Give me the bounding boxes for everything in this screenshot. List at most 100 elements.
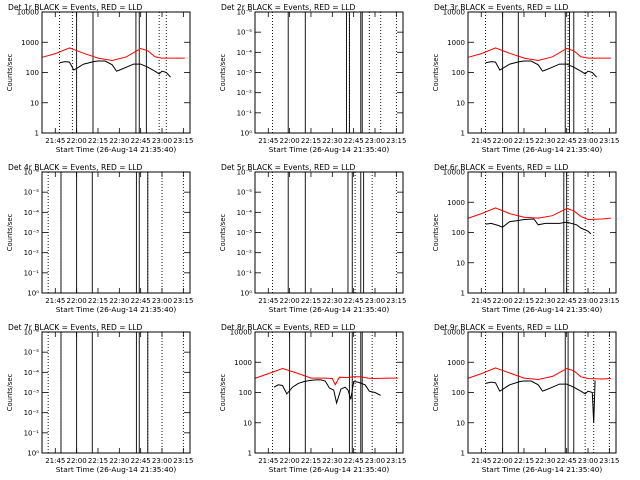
panel-9: Det 9r BLACK = Events, RED = LLD Start Ti… <box>432 323 619 474</box>
x-tick-label: 22:00 <box>280 297 300 305</box>
y-tick-label: 1000 <box>21 39 39 47</box>
x-axis-label: Start Time (26-Aug-14 21:35:40) <box>269 465 390 474</box>
x-tick-label: 22:45 <box>131 137 151 145</box>
y-tick-label: 10000 <box>17 9 39 17</box>
y-tick-label: 10⁻² <box>24 249 40 257</box>
y-tick-label: 10⁻⁶ <box>237 9 253 17</box>
x-tick-label: 22:00 <box>67 297 87 305</box>
x-tick-label: 21:45 <box>45 297 65 305</box>
x-tick-label: 21:45 <box>471 137 491 145</box>
x-tick-label: 22:00 <box>280 457 300 465</box>
events-series-line <box>485 60 597 78</box>
y-tick-label: 10⁻⁵ <box>24 349 40 357</box>
y-tick-label: 10⁻³ <box>24 229 40 237</box>
x-tick-label: 23:00 <box>578 457 598 465</box>
y-tick-label: 10⁻² <box>237 89 253 97</box>
y-axis-label: Counts/sec <box>432 374 440 412</box>
y-tick-label: 1 <box>248 450 252 458</box>
y-tick-label: 1 <box>35 130 39 138</box>
x-axis-label: Start Time (26-Aug-14 21:35:40) <box>269 305 390 314</box>
events-series-line <box>485 380 596 423</box>
panel-3: Det 3r BLACK = Events, RED = LLD Start Ti… <box>432 3 619 154</box>
y-tick-label: 10⁰ <box>27 450 39 458</box>
x-tick-label: 22:15 <box>514 297 534 305</box>
x-tick-label: 22:30 <box>322 297 342 305</box>
plot-frame <box>254 171 404 294</box>
lld-series-line <box>255 367 398 386</box>
x-tick-label: 22:15 <box>301 297 321 305</box>
x-tick-label: 21:45 <box>471 457 491 465</box>
plot-frame <box>41 11 191 134</box>
y-tick-label: 10⁰ <box>27 290 39 298</box>
y-tick-label: 10⁰ <box>240 290 252 298</box>
y-tick-label: 10⁻⁴ <box>24 209 40 217</box>
x-tick-label: 22:00 <box>493 297 513 305</box>
events-series-line <box>273 379 381 405</box>
y-tick-label: 1000 <box>234 359 252 367</box>
y-tick-label: 10⁻⁵ <box>24 189 40 197</box>
x-tick-label: 22:45 <box>131 297 151 305</box>
y-tick-label: 10⁻⁵ <box>237 29 253 37</box>
y-tick-label: 10⁻¹ <box>24 429 40 437</box>
x-tick-label: 21:45 <box>258 457 278 465</box>
y-axis-label: Counts/sec <box>219 214 227 252</box>
y-tick-label: 10 <box>456 259 465 267</box>
x-tick-label: 22:15 <box>301 457 321 465</box>
panel-title: Det 4r BLACK = Events, RED = LLD <box>8 163 143 172</box>
panel-title: Det 5r BLACK = Events, RED = LLD <box>221 163 356 172</box>
y-tick-label: 10⁻⁵ <box>237 189 253 197</box>
lld-series-line <box>42 47 185 62</box>
y-axis-label: Counts/sec <box>6 374 14 412</box>
x-tick-label: 22:00 <box>67 457 87 465</box>
y-tick-label: 10⁻³ <box>237 229 253 237</box>
events-series-line <box>485 218 592 235</box>
x-tick-label: 22:15 <box>514 137 534 145</box>
x-axis-label: Start Time (26-Aug-14 21:35:40) <box>56 145 177 154</box>
y-tick-label: 10000 <box>230 329 252 337</box>
x-tick-label: 23:15 <box>173 137 193 145</box>
y-tick-label: 10000 <box>443 9 465 17</box>
events-series-line <box>59 60 171 78</box>
plot-frame <box>41 331 191 454</box>
plot-frame <box>467 11 617 134</box>
panel-6: Det 6r BLACK = Events, RED = LLD Start Ti… <box>432 163 619 314</box>
x-tick-label: 22:30 <box>109 137 129 145</box>
y-tick-label: 10⁻² <box>237 249 253 257</box>
panel-title: Det 8r BLACK = Events, RED = LLD <box>221 323 356 332</box>
x-tick-label: 22:00 <box>493 137 513 145</box>
x-tick-label: 22:30 <box>535 457 555 465</box>
x-axis-label: Start Time (26-Aug-14 21:35:40) <box>482 305 603 314</box>
lld-series-line <box>468 47 611 62</box>
x-tick-label: 21:45 <box>471 297 491 305</box>
y-tick-label: 10000 <box>443 329 465 337</box>
panel-2: Det 2r BLACK = Events, RED = LLD Start Ti… <box>219 3 406 154</box>
y-tick-label: 10⁻² <box>24 409 40 417</box>
x-tick-label: 23:00 <box>578 137 598 145</box>
x-tick-label: 22:45 <box>131 457 151 465</box>
x-tick-label: 22:45 <box>557 137 577 145</box>
y-tick-label: 10⁻⁶ <box>24 329 40 337</box>
y-tick-label: 1000 <box>447 199 465 207</box>
x-tick-label: 22:30 <box>109 457 129 465</box>
x-axis-label: Start Time (26-Aug-14 21:35:40) <box>269 145 390 154</box>
x-tick-label: 23:00 <box>365 297 385 305</box>
panel-7: Det 7r BLACK = Events, RED = LLD Start Ti… <box>6 323 193 474</box>
y-tick-label: 10⁻⁶ <box>24 169 40 177</box>
y-tick-label: 1000 <box>447 39 465 47</box>
panel-title: Det 3r BLACK = Events, RED = LLD <box>434 3 569 12</box>
x-tick-label: 23:00 <box>152 137 172 145</box>
x-axis-label: Start Time (26-Aug-14 21:35:40) <box>56 305 177 314</box>
y-tick-label: 10000 <box>443 169 465 177</box>
y-axis-label: Counts/sec <box>219 54 227 92</box>
x-tick-label: 23:00 <box>152 297 172 305</box>
x-tick-label: 21:45 <box>45 137 65 145</box>
plot-frame <box>41 171 191 294</box>
x-tick-label: 22:45 <box>344 297 364 305</box>
panel-title: Det 6r BLACK = Events, RED = LLD <box>434 163 569 172</box>
y-tick-label: 10 <box>456 419 465 427</box>
x-tick-label: 21:45 <box>258 137 278 145</box>
x-tick-label: 23:15 <box>386 297 406 305</box>
y-tick-label: 100 <box>452 389 465 397</box>
y-tick-label: 10⁻³ <box>24 389 40 397</box>
y-tick-label: 10 <box>456 99 465 107</box>
